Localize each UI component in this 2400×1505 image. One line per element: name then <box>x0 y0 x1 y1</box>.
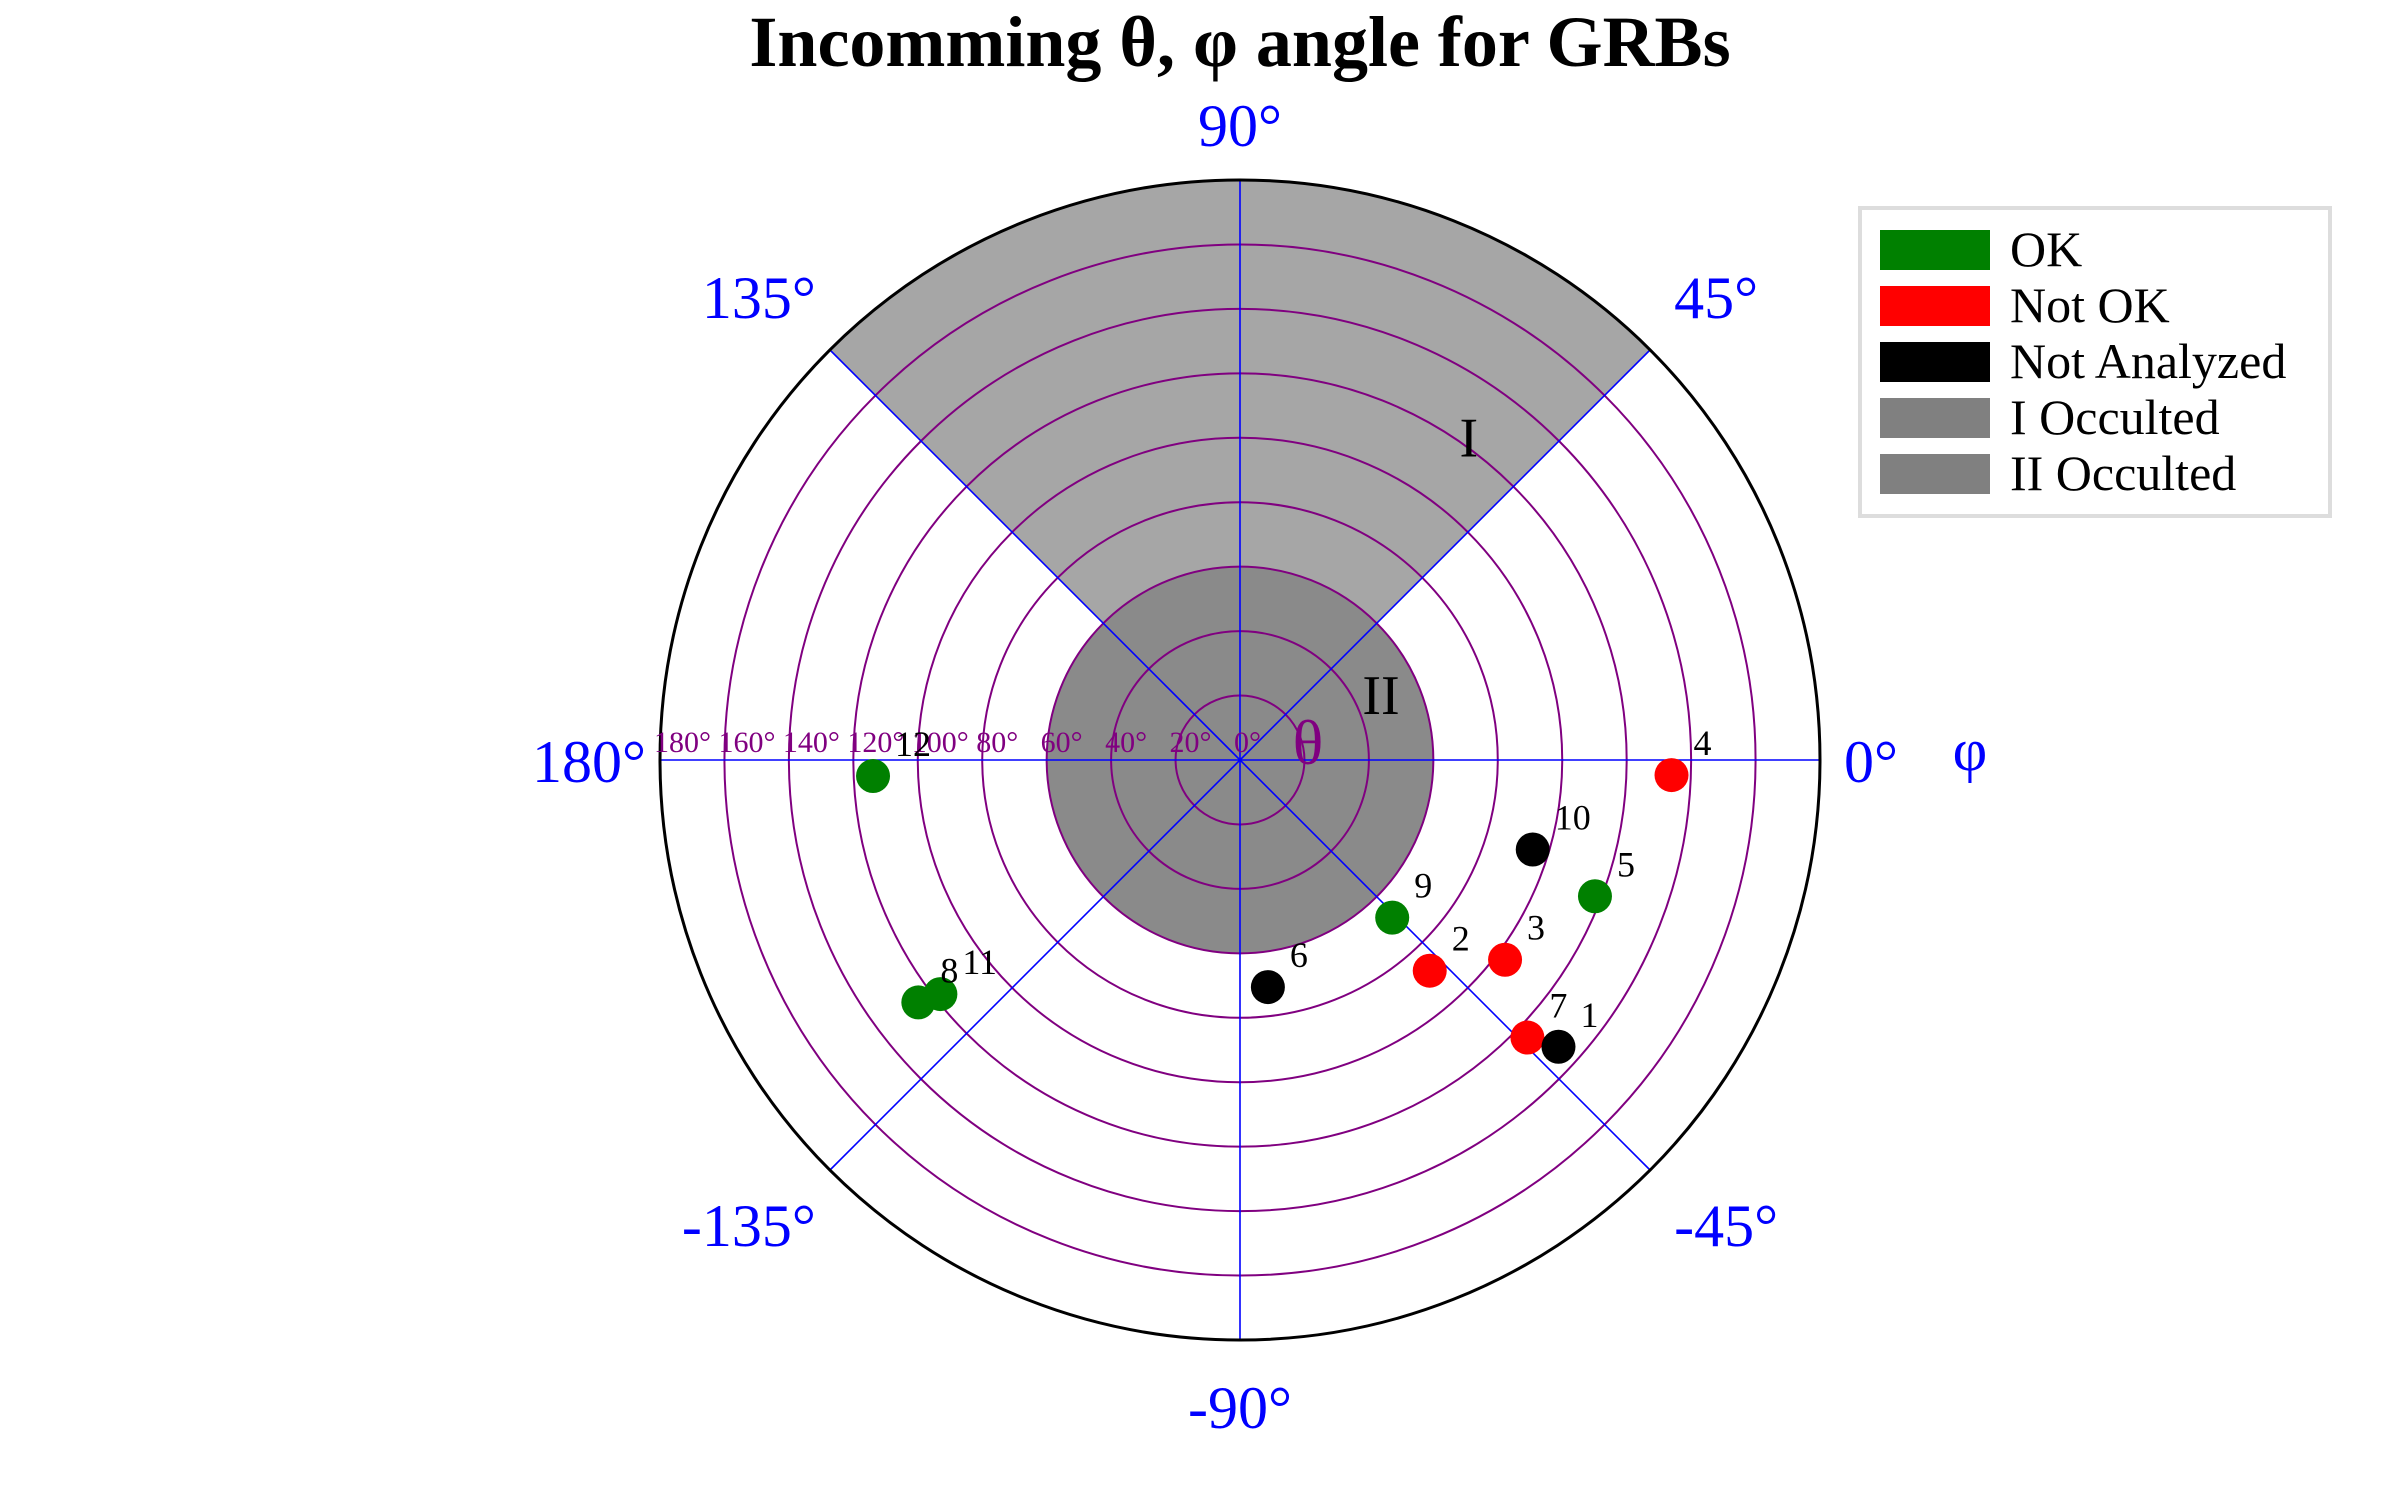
theta-tick-label-60: 60° <box>1041 726 1083 759</box>
grb-point-label-3: 3 <box>1527 908 1545 948</box>
theta-tick-label-120: 120° <box>847 726 904 759</box>
legend-swatch-not-ok <box>1880 286 1990 326</box>
phi-tick-label-135: -135° <box>682 1193 816 1259</box>
grb-point-6 <box>1250 970 1285 1005</box>
phi-grid-line-135 <box>829 759 1241 1171</box>
grb-point-9 <box>1375 900 1410 935</box>
outer-circle <box>658 178 1822 1342</box>
theta-tick-label-160: 160° <box>718 726 775 759</box>
grb-point-label-7: 7 <box>1549 986 1567 1026</box>
grb-point-4 <box>1654 758 1689 793</box>
grb-point-label-2: 2 <box>1452 919 1470 959</box>
grb-point-label-10: 10 <box>1555 797 1591 837</box>
grb-point-label-6: 6 <box>1290 935 1308 975</box>
phi-tick-label-45: 45° <box>1674 265 1758 331</box>
grb-point-7 <box>1510 1020 1545 1055</box>
grb-point-12 <box>856 759 891 794</box>
grb-point-label-9: 9 <box>1414 866 1432 906</box>
grb-point-1 <box>1541 1029 1576 1064</box>
theta-tick-label-80: 80° <box>976 726 1018 759</box>
grb-point-label-12: 12 <box>895 724 931 764</box>
grb-point-11 <box>923 977 958 1012</box>
phi-grid-line-135 <box>829 349 1241 761</box>
grb-point-label-5: 5 <box>1617 844 1635 884</box>
phi-tick-label-180: 180° <box>532 729 646 795</box>
theta-tick-label-180: 180° <box>654 726 711 759</box>
phi-tick-label-45: -45° <box>1674 1193 1778 1259</box>
grb-point-label-8: 8 <box>940 950 958 990</box>
grb-point-10 <box>1515 832 1550 867</box>
legend-swatch-ok <box>1880 230 1990 270</box>
legend-swatch-i-occulted <box>1880 398 1990 438</box>
theta-tick-label-0: 0° <box>1234 726 1261 759</box>
grb-point-label-4: 4 <box>1694 723 1712 763</box>
grb-point-5 <box>1577 879 1612 914</box>
theta-tick-label-20: 20° <box>1170 726 1212 759</box>
grb-point-2 <box>1412 953 1447 988</box>
legend-entry-not-analyzed: Not Analyzed <box>2010 333 2286 389</box>
phi-tick-label-90: -90° <box>1188 1375 1292 1441</box>
phi-tick-label-90: 90° <box>1198 93 1282 159</box>
theta-axis-label: θ <box>1293 707 1324 778</box>
theta-tick-label-40: 40° <box>1105 726 1147 759</box>
chart-labels: 0°45°90°135°180°-135°-90°-45°0°20°40°60°… <box>532 93 1987 1441</box>
grb-point-label-1: 1 <box>1580 995 1598 1035</box>
grb-point-label-11: 11 <box>962 942 997 982</box>
legend-swatch-ii-occulted <box>1880 454 1990 494</box>
legend-entry-i-occulted: I Occulted <box>2010 389 2220 445</box>
phi-tick-label-0: 0° <box>1844 729 1898 795</box>
legend-entry-not-ok: Not OK <box>2010 277 2170 333</box>
grb-points <box>856 758 1689 1064</box>
grb-point-3 <box>1488 942 1523 977</box>
theta-tick-label-140: 140° <box>783 726 840 759</box>
ii-occulted-region-label: II <box>1362 665 1399 727</box>
i-occulted-region-label: I <box>1459 407 1478 469</box>
phi-axis-label: φ <box>1953 717 1988 783</box>
phi-tick-label-135: 135° <box>702 265 816 331</box>
phi-grid-line-45 <box>1239 349 1651 761</box>
legend-swatch-not-analyzed <box>1880 342 1990 382</box>
chart-title: Incomming θ, φ angle for GRBs <box>749 2 1730 82</box>
polar-grid <box>658 178 1822 1342</box>
legend-entry-ok: OK <box>2010 221 2082 277</box>
legend-entry-ii-occulted: II Occulted <box>2010 445 2236 501</box>
theta-tick-label-100: 100° <box>912 726 969 759</box>
